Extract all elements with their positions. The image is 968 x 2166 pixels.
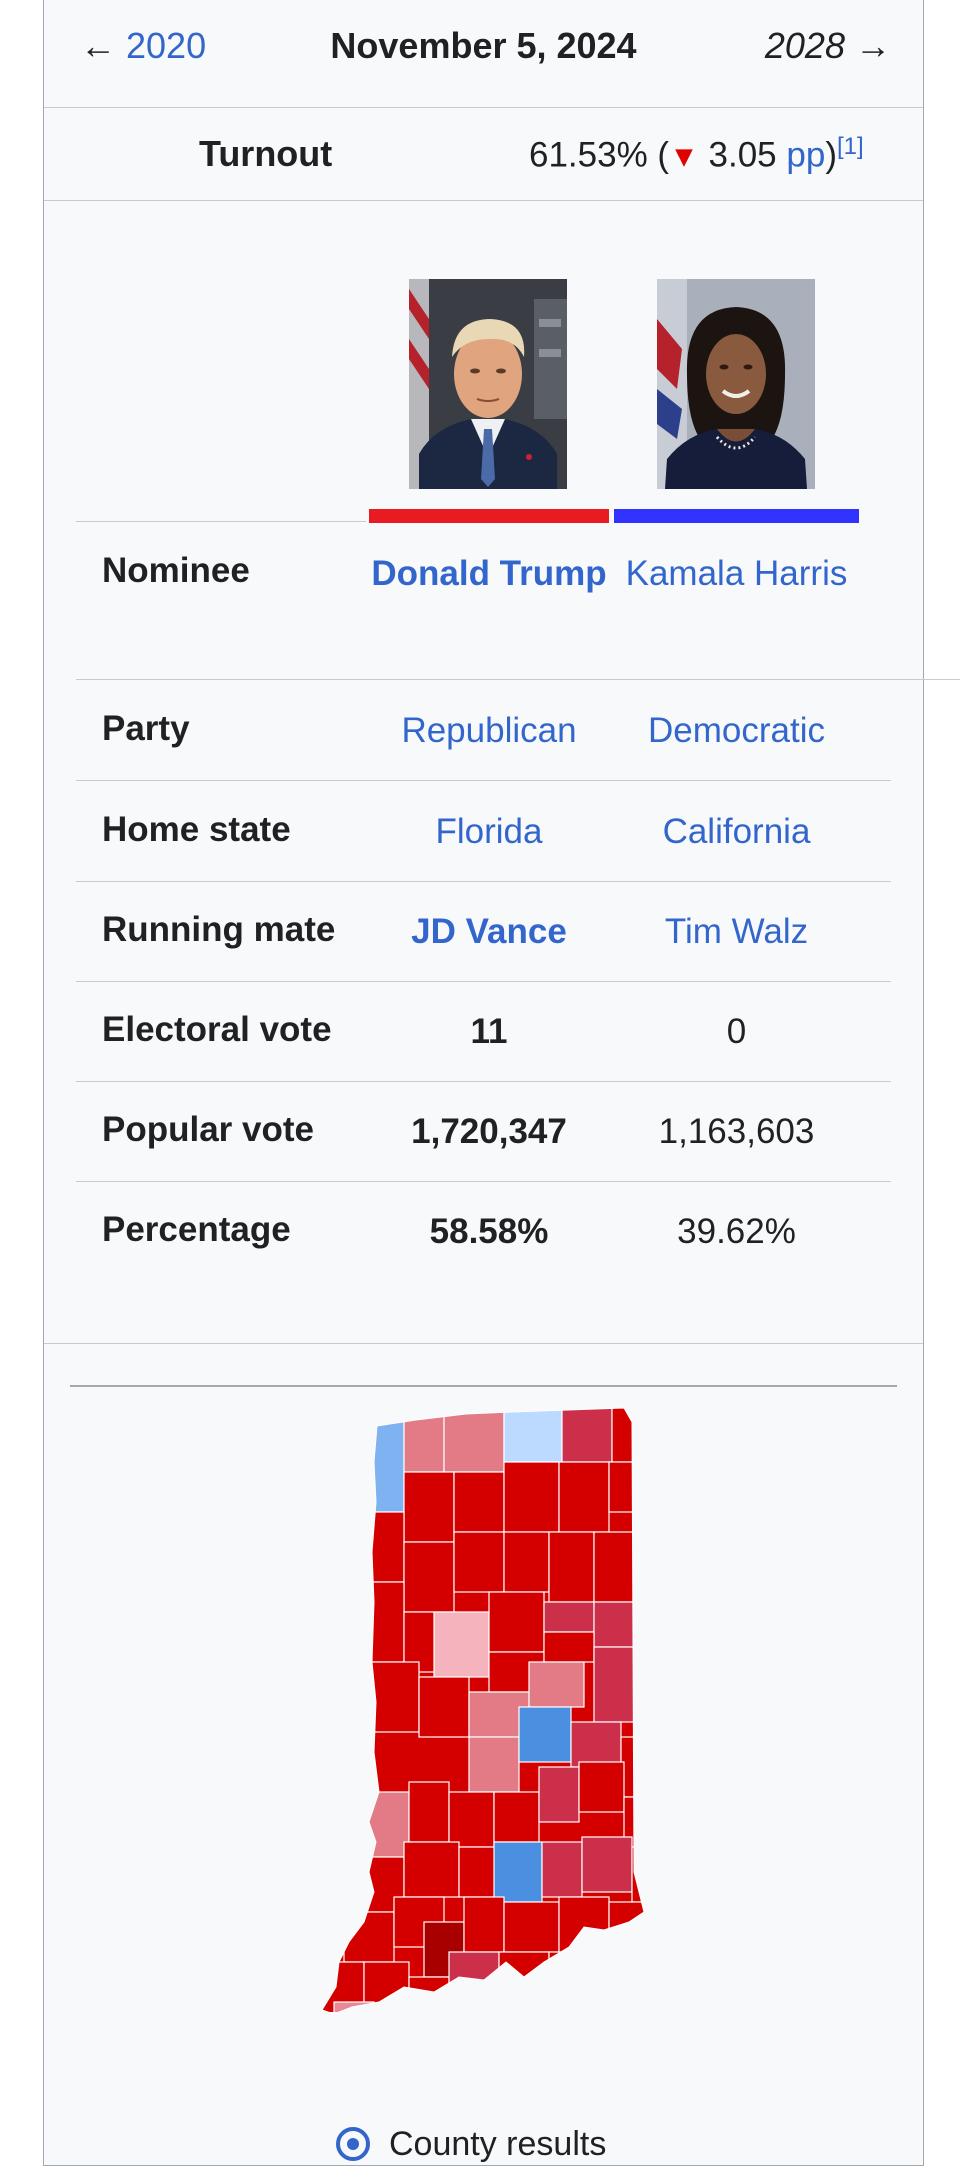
reference-link[interactable]: [1]: [836, 133, 864, 160]
percentage-points-link[interactable]: pp: [786, 135, 826, 175]
republican-color-bar: [369, 509, 609, 523]
harris-running-mate-link[interactable]: Tim Walz: [664, 912, 809, 951]
harris-nominee-link[interactable]: Kamala Harris: [625, 554, 848, 593]
democratic-color-bar: [614, 509, 859, 523]
left-arrow-icon: ←: [80, 25, 116, 66]
party-label: Party: [102, 709, 190, 748]
turnout-change: 3.05: [698, 135, 787, 175]
trump-popular-vote: 1,720,347: [411, 1112, 567, 1151]
harris-popular-vote: 1,163,603: [658, 1112, 815, 1151]
trump-portrait-photo[interactable]: [409, 279, 567, 489]
popular-vote-label: Popular vote: [102, 1110, 314, 1149]
turnout-percent: 61.53% (: [529, 135, 670, 175]
county-results-radio[interactable]: [336, 2127, 370, 2161]
county-results-label[interactable]: County results: [389, 2125, 607, 2163]
democratic-party-link[interactable]: Democratic: [648, 711, 825, 750]
turnout-close-paren: ): [825, 135, 837, 175]
map-separator: [70, 1385, 897, 1387]
percentage-label: Percentage: [102, 1210, 291, 1249]
table-divider: [76, 981, 891, 982]
table-divider: [76, 521, 366, 522]
harris-home-state-link[interactable]: California: [662, 812, 811, 851]
table-divider: [76, 679, 960, 680]
trump-home-state-link[interactable]: Florida: [435, 812, 543, 851]
turnout-label: Turnout: [199, 133, 333, 174]
trump-nominee-link[interactable]: Donald Trump: [371, 554, 607, 593]
trump-percentage: 58.58%: [429, 1212, 549, 1251]
running-mate-label: Running mate: [102, 910, 336, 949]
election-navigation: ← 2020 November 5, 2024 2028 →: [44, 0, 923, 108]
electoral-vote-label: Electoral vote: [102, 1010, 332, 1049]
harris-percentage: 39.62%: [677, 1212, 796, 1251]
election-infobox: ← 2020 November 5, 2024 2028 → Turnout 6…: [43, 0, 960, 2166]
indiana-county-results-map[interactable]: [294, 1402, 764, 2012]
trump-running-mate-link[interactable]: JD Vance: [411, 912, 567, 951]
next-election-link: 2028 →: [765, 25, 891, 67]
table-divider: [76, 780, 891, 781]
previous-election-link[interactable]: ← 2020: [80, 25, 206, 67]
right-arrow-icon: →: [855, 25, 891, 66]
election-date: November 5, 2024: [330, 25, 637, 66]
nominee-label: Nominee: [102, 551, 250, 590]
turnout-value: 61.53% (▼ 3.05 pp)[1]: [529, 133, 864, 176]
table-divider: [76, 1181, 891, 1182]
next-election-year: 2028: [764, 25, 845, 66]
decrease-triangle-icon: ▼: [669, 140, 699, 174]
table-divider: [76, 881, 891, 882]
home-state-label: Home state: [102, 810, 291, 849]
harris-portrait-photo[interactable]: [657, 279, 815, 489]
turnout-row: Turnout 61.53% (▼ 3.05 pp)[1]: [44, 107, 923, 201]
republican-party-link[interactable]: Republican: [401, 711, 577, 750]
previous-election-year[interactable]: 2020: [126, 25, 207, 66]
table-divider: [76, 1081, 891, 1082]
section-divider: [44, 1343, 923, 1344]
harris-electoral-vote: 0: [726, 1012, 747, 1051]
trump-electoral-vote: 11: [470, 1012, 508, 1051]
